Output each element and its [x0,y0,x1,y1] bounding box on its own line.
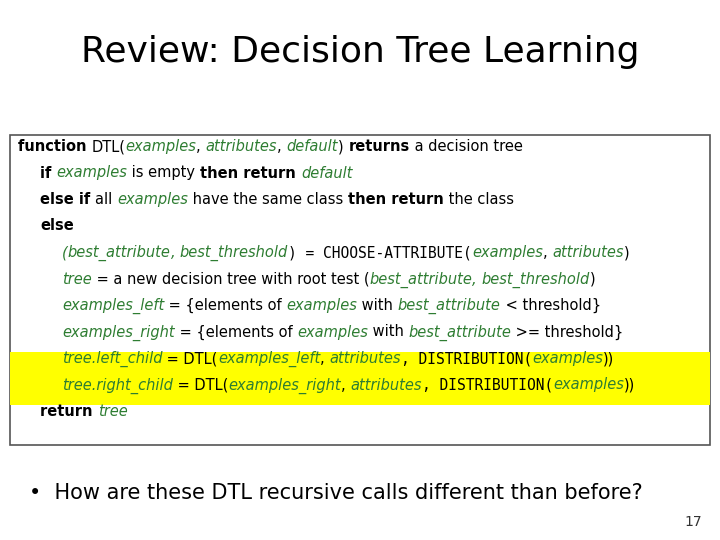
Text: default: default [287,139,338,154]
Text: if: if [40,165,56,180]
Text: examples_right: examples_right [62,325,175,341]
Text: then return: then return [200,165,301,180]
Text: 17: 17 [685,515,702,529]
Text: all: all [95,192,117,207]
Text: with: with [357,298,398,313]
Text: ,: , [277,139,287,154]
Text: = {elements of: = {elements of [175,325,297,340]
Text: function: function [18,139,91,154]
Text: examples_right: examples_right [228,377,341,394]
Text: is empty: is empty [127,165,200,180]
Text: •  How are these DTL recursive calls different than before?: • How are these DTL recursive calls diff… [29,483,642,503]
Bar [10,378,710,404]
Text: ,: , [543,245,552,260]
Text: (: ( [62,245,68,260]
Text: a decision tree: a decision tree [410,139,523,154]
Text: ,: , [341,377,350,393]
Text: )): )) [624,377,635,393]
Text: Review: Decision Tree Learning: Review: Decision Tree Learning [81,35,639,69]
Text: = DTL(: = DTL( [163,351,218,366]
Text: < threshold}: < threshold} [500,298,601,313]
Bar [10,135,710,445]
Text: examples: examples [125,139,197,154]
Text: examples_left: examples_left [62,298,164,314]
Text: tree.left_child: tree.left_child [62,351,163,367]
Text: examples: examples [287,298,357,313]
Text: ,: , [171,245,180,260]
Text: ,: , [472,272,482,287]
Text: >= threshold}: >= threshold} [511,325,624,340]
Text: best_attribute: best_attribute [408,325,511,341]
Text: ) = CHOOSE-ATTRIBUTE(: ) = CHOOSE-ATTRIBUTE( [288,245,472,260]
Text: the class: the class [444,192,514,207]
Text: examples_left: examples_left [218,351,320,367]
Text: attributes: attributes [206,139,277,154]
Text: with: with [368,325,408,340]
Text: returns: returns [348,139,410,154]
Text: , DISTRIBUTION(: , DISTRIBUTION( [401,351,532,366]
Text: examples: examples [297,325,368,340]
Text: ): ) [590,272,595,287]
Text: tree: tree [98,404,127,419]
Text: have the same class: have the same class [188,192,348,207]
Text: else: else [40,219,73,233]
Text: ,: , [320,351,329,366]
Text: tree.right_child: tree.right_child [62,377,173,394]
Text: else if: else if [40,192,95,207]
Text: attributes: attributes [350,377,422,393]
Text: , DISTRIBUTION(: , DISTRIBUTION( [422,377,553,393]
Text: ,: , [197,139,206,154]
Text: tree: tree [62,272,91,287]
Text: DTL(: DTL( [91,139,125,154]
Text: return: return [40,404,98,419]
Text: )): )) [603,351,614,366]
Text: attributes: attributes [552,245,624,260]
Text: = {elements of: = {elements of [164,298,287,313]
Text: ): ) [338,139,348,154]
Text: = a new decision tree with root test (: = a new decision tree with root test ( [91,272,369,287]
Text: = DTL(: = DTL( [173,377,228,393]
Text: best_attribute: best_attribute [398,298,500,314]
Text: attributes: attributes [329,351,401,366]
Text: best_attribute: best_attribute [68,245,171,261]
Text: examples: examples [56,165,127,180]
Text: examples: examples [117,192,188,207]
Text: examples: examples [472,245,543,260]
Bar [10,352,710,378]
Text: best_attribute: best_attribute [369,272,472,288]
Text: ): ) [624,245,629,260]
Text: examples: examples [532,351,603,366]
Text: examples: examples [553,377,624,393]
Text: then return: then return [348,192,444,207]
Text: best_threshold: best_threshold [482,272,590,288]
Text: default: default [301,165,352,180]
Text: best_threshold: best_threshold [180,245,288,261]
